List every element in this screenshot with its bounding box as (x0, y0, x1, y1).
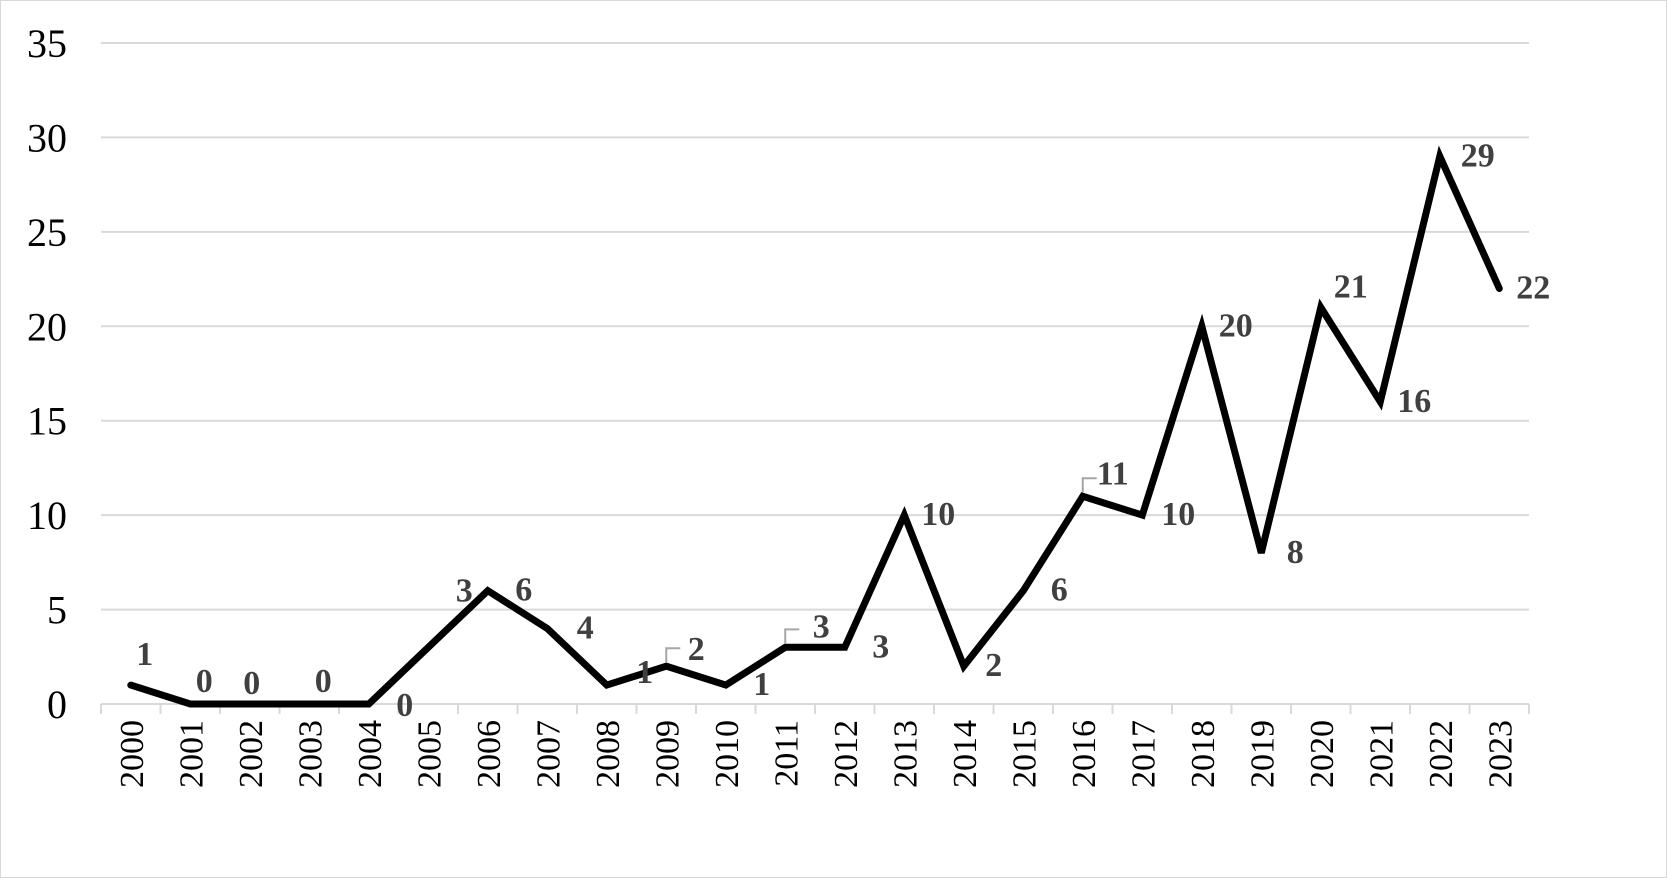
x-tick-label: 2017 (1125, 720, 1162, 788)
y-tick-label: 5 (47, 588, 67, 633)
data-label: 21 (1334, 268, 1368, 305)
x-tick-label: 2012 (828, 720, 865, 788)
x-tick-label: 2009 (649, 720, 686, 788)
x-tick-label: 2008 (590, 720, 627, 788)
data-label: 29 (1461, 137, 1495, 174)
y-axis-ticks: 0 5 10 15 20 25 30 35 (27, 21, 67, 727)
data-label: 8 (1287, 534, 1304, 571)
data-label: 20 (1219, 307, 1253, 344)
data-label: 3 (813, 608, 830, 645)
x-tick-label: 2016 (1066, 720, 1103, 788)
data-label: 3 (872, 628, 889, 665)
x-tick-label: 2001 (173, 720, 210, 788)
x-tick-label: 2015 (1006, 720, 1043, 788)
y-tick-label: 20 (27, 304, 67, 349)
leader-line (665, 647, 681, 663)
y-tick-label: 25 (27, 210, 67, 255)
x-tick-label: 2011 (768, 720, 805, 787)
data-label: 4 (577, 609, 594, 646)
x-tick-label: 2006 (471, 720, 508, 788)
label-leader-lines (665, 477, 1097, 663)
series-line (127, 145, 1503, 708)
series (127, 145, 1503, 708)
data-label: 2 (688, 631, 705, 668)
x-tick-label: 2007 (530, 720, 567, 788)
x-tick-label: 2010 (709, 720, 746, 788)
x-tick-label: 2003 (292, 720, 329, 788)
x-tick-label: 2019 (1244, 720, 1281, 788)
data-label: 2 (985, 647, 1002, 684)
x-tick-label: 2020 (1304, 720, 1341, 788)
data-label: 11 (1097, 455, 1129, 492)
x-tick-label: 2002 (233, 720, 270, 788)
x-tick-label: 2023 (1482, 720, 1519, 788)
data-label: 10 (1161, 496, 1195, 533)
data-label: 22 (1516, 270, 1550, 307)
x-tick-label: 2000 (114, 720, 151, 788)
leader-line (1081, 477, 1097, 493)
data-label: 6 (515, 572, 532, 609)
gridlines (101, 42, 1529, 705)
data-label: 0 (396, 687, 413, 724)
x-tick-label: 2022 (1423, 720, 1460, 788)
x-tick-label: 2013 (887, 720, 924, 788)
data-label: 6 (1051, 572, 1068, 609)
y-tick-label: 35 (27, 21, 67, 66)
data-label: 3 (456, 572, 473, 609)
y-tick-label: 10 (27, 493, 67, 538)
y-tick-label: 30 (27, 115, 67, 160)
x-axis-ticks: 2000 2001 2002 2003 2004 2005 2006 2007 2008 2009… (100, 704, 1530, 788)
y-tick-label: 0 (47, 682, 67, 727)
data-label: 0 (243, 665, 260, 702)
x-tick-label: 2018 (1185, 720, 1222, 788)
x-tick-label: 2014 (947, 720, 984, 788)
data-label: 0 (196, 663, 213, 700)
data-label: 10 (921, 496, 955, 533)
data-label: 0 (315, 663, 332, 700)
x-tick-label: 2004 (352, 720, 389, 788)
leader-line (784, 628, 800, 644)
x-tick-label: 2005 (411, 720, 448, 788)
data-label: 16 (1397, 383, 1431, 420)
data-label: 1 (753, 666, 770, 703)
x-tick-label: 2021 (1363, 720, 1400, 788)
data-label: 1 (136, 636, 153, 673)
y-tick-label: 15 (27, 399, 67, 444)
data-label: 1 (636, 654, 653, 691)
